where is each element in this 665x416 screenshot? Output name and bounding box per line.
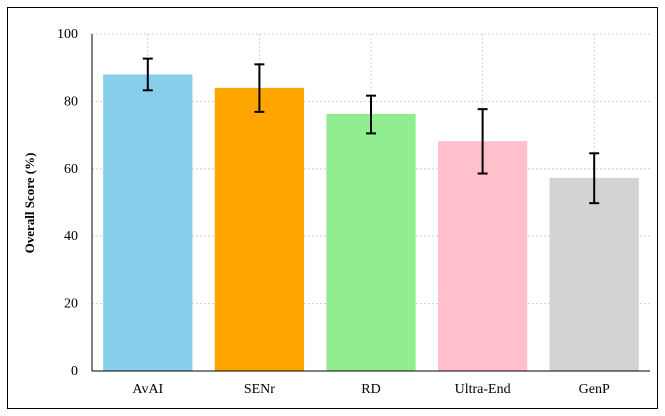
x-tick-label: SENr bbox=[244, 382, 275, 397]
y-tick-label: 20 bbox=[64, 297, 78, 312]
bar-rd bbox=[326, 113, 416, 371]
y-tick-label: 80 bbox=[64, 94, 78, 109]
y-tick-labels: 0 20 40 60 80 100 bbox=[57, 27, 78, 379]
bar-senr bbox=[214, 87, 305, 372]
x-tick-label: RD bbox=[361, 382, 380, 397]
y-tick-label: 40 bbox=[64, 229, 78, 244]
bar-ultra-end bbox=[437, 141, 528, 371]
y-tick-label: 60 bbox=[64, 162, 78, 177]
bar-avai bbox=[103, 74, 193, 371]
bar-genp bbox=[549, 177, 639, 371]
x-tick-labels: AvAI SENr RD Ultra-End GenP bbox=[132, 382, 610, 397]
x-tick-label: AvAI bbox=[132, 382, 163, 397]
x-tick-label: Ultra-End bbox=[455, 382, 511, 397]
bars bbox=[103, 74, 639, 372]
axes bbox=[91, 34, 650, 372]
y-tick-label: 0 bbox=[71, 364, 78, 379]
y-axis-label: Overall Score (%) bbox=[22, 153, 37, 254]
y-tick-label: 100 bbox=[57, 27, 78, 42]
error-bars bbox=[142, 57, 600, 205]
x-tick-label: GenP bbox=[579, 382, 610, 397]
